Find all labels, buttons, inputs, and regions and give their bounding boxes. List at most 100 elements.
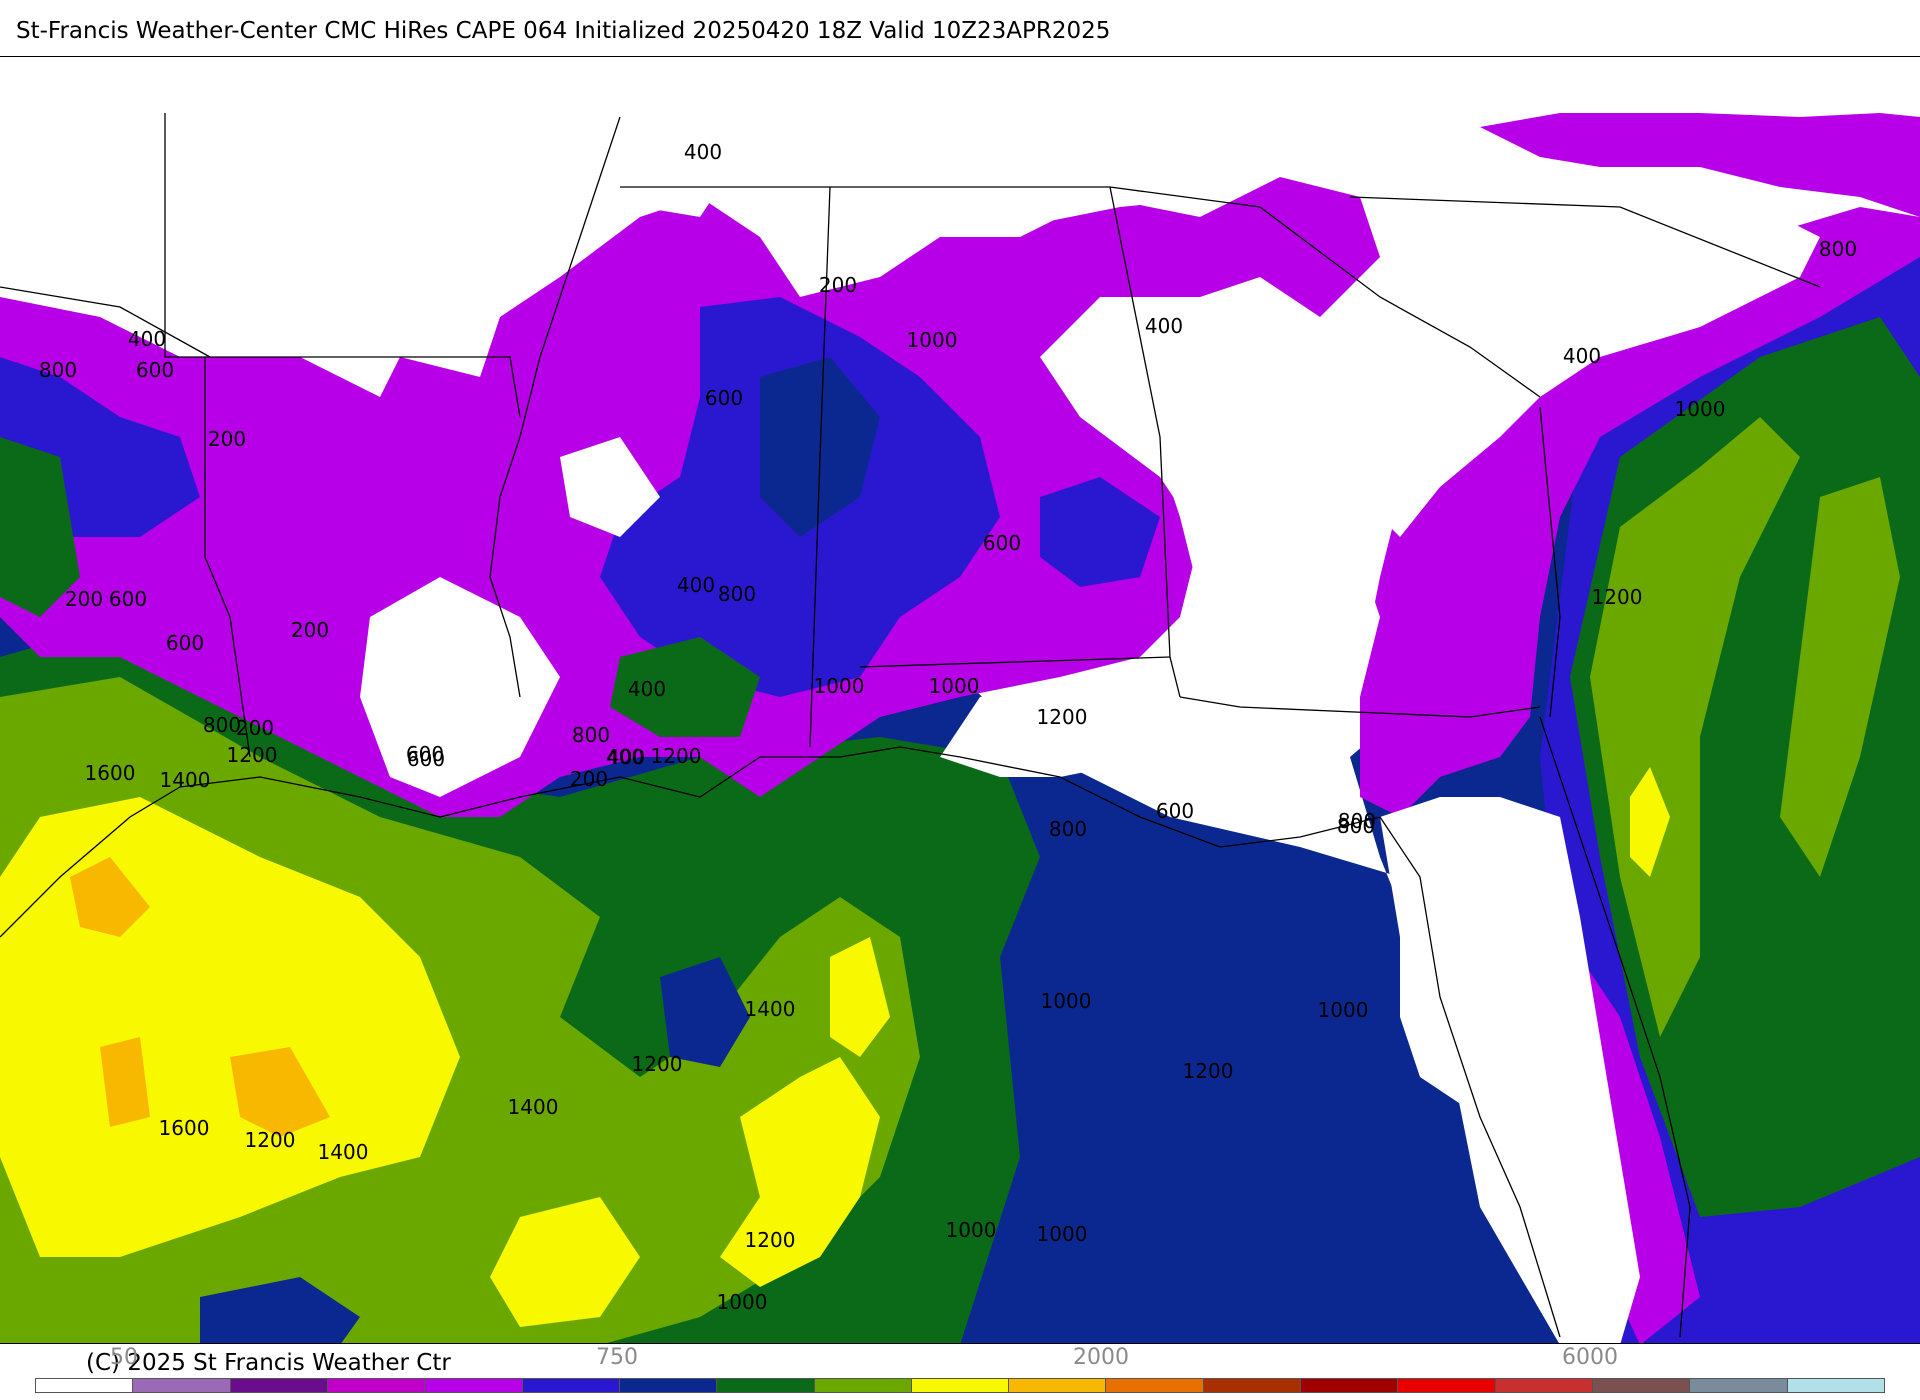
colorbar-tick-label: 6000 — [1562, 1345, 1618, 1370]
colorbar-tick-label: 2000 — [1073, 1345, 1129, 1370]
contour-label: 600 — [166, 631, 204, 655]
cape-fill-none-arkansas — [560, 437, 660, 537]
contour-label: 1000 — [1318, 998, 1369, 1022]
contour-label: 400 — [684, 140, 722, 164]
cape-fill-none-florida — [1380, 797, 1640, 1343]
contour-label: 200 — [236, 716, 274, 740]
cape-fill-atlantic-lightgreen — [1590, 417, 1800, 1037]
contour-label: 200 — [291, 618, 329, 642]
contour-label: 1000 — [907, 328, 958, 352]
colorbar-swatch — [1690, 1379, 1788, 1392]
colorbar-swatch — [1106, 1379, 1204, 1392]
contour-label: 400 — [1563, 344, 1601, 368]
state-border-line — [859, 656, 1171, 668]
map-title: St-Francis Weather-Center CMC HiRes CAPE… — [16, 18, 1111, 44]
contour-label: 200 — [65, 587, 103, 611]
cape-fill-yellow-central-2 — [490, 1197, 640, 1327]
state-border-line — [164, 113, 521, 418]
cape-fill-none-north — [0, 113, 740, 357]
coastline — [1379, 816, 1561, 1338]
state-border-line — [1109, 186, 1181, 698]
colorbar-swatch — [1203, 1379, 1302, 1392]
cape-fill-gulf-blue-2 — [200, 1277, 360, 1343]
contour-label: 1200 — [632, 1052, 683, 1076]
contour-label: 1000 — [1041, 989, 1092, 1013]
coastline — [0, 746, 1381, 938]
cape-fill-yellow-central-3 — [830, 937, 890, 1057]
contour-label: 200 — [819, 273, 857, 297]
contour-label: 1200 — [1037, 705, 1088, 729]
contour-label: 1000 — [814, 674, 865, 698]
state-borders — [0, 113, 1821, 1338]
contour-label: 400 — [1145, 314, 1183, 338]
colorbar-swatch — [1495, 1379, 1593, 1392]
state-border-line — [620, 186, 1261, 208]
contour-label: 800 — [1819, 237, 1857, 261]
state-border-line — [809, 186, 831, 748]
colorbar-swatch — [619, 1379, 718, 1392]
contour-label: 1000 — [1675, 397, 1726, 421]
contour-label: 1200 — [227, 743, 278, 767]
colorbar-swatch — [133, 1379, 231, 1392]
cape-fill-none-louisiana — [360, 577, 560, 797]
contour-label: 800 — [203, 713, 241, 737]
cape-map: 400 200 600 800 400 200 600 600 200 800 200 1000 100… — [0, 56, 1920, 1344]
contour-label: 200 — [208, 427, 246, 451]
contour-label: 1400 — [508, 1095, 559, 1119]
coastline — [1539, 716, 1691, 1338]
contour-label: 1400 — [745, 997, 796, 1021]
cape-fill-magenta-ne — [1480, 113, 1920, 217]
contour-label: 400 — [677, 573, 715, 597]
contour-label: 400 — [607, 745, 645, 769]
cape-fill-gulf-blue — [660, 957, 750, 1067]
contour-label: 400 — [128, 327, 166, 351]
colorbar-swatch — [911, 1379, 1010, 1392]
colorbar-swatch — [522, 1379, 620, 1392]
contour-label: 1200 — [245, 1128, 296, 1152]
contour-label: 1000 — [946, 1218, 997, 1242]
contour-label: 1200 — [1592, 585, 1643, 609]
state-border-line — [0, 286, 211, 358]
cape-fill-atlantic-lightgreen-2 — [1780, 477, 1900, 877]
colorbar-swatch — [717, 1379, 815, 1392]
cape-fill-none-carolina — [1360, 157, 1820, 537]
contour-label: 800 — [1049, 817, 1087, 841]
cape-fill-orange-west-2 — [230, 1047, 330, 1137]
contour-label: 800 — [718, 582, 756, 606]
copyright-text: (C) 2025 St Francis Weather Ctr — [86, 1350, 451, 1376]
contour-label: 1400 — [160, 768, 211, 792]
cape-fill-interior-blue-3 — [1040, 477, 1160, 587]
contour-label: 600 — [705, 386, 743, 410]
state-border-line — [204, 357, 251, 758]
contour-label: 1600 — [85, 761, 136, 785]
state-border-line — [1259, 206, 1541, 398]
contour-label: 1000 — [717, 1290, 768, 1314]
contour-label: 1000 — [929, 674, 980, 698]
contour-label: 600 — [136, 358, 174, 382]
contour-label: 600 — [406, 742, 444, 766]
state-border-line — [1539, 406, 1561, 718]
colorbar-swatch — [425, 1379, 523, 1392]
contour-label: 800 — [1337, 814, 1375, 838]
contour-label: 200 — [570, 767, 608, 791]
contour-label: 1400 — [318, 1140, 369, 1164]
state-border-line — [1179, 696, 1541, 718]
contour-label: 1600 — [159, 1116, 210, 1140]
cape-colorbar — [35, 1378, 1885, 1393]
contour-label: 1200 — [745, 1228, 796, 1252]
cape-fill-orange-west — [70, 857, 150, 937]
contour-label: 1000 — [1037, 1222, 1088, 1246]
contour-label: 400 — [628, 677, 666, 701]
cape-fill-atlantic-yellow — [1630, 767, 1670, 877]
contour-label: 600 — [407, 747, 445, 771]
contour-label: 800 — [572, 723, 610, 747]
cape-fill-interior-green — [610, 637, 760, 737]
colorbar-swatch — [1787, 1379, 1884, 1392]
contour-label: 800 — [39, 358, 77, 382]
cape-fill-none-north-east — [760, 113, 1480, 287]
colorbar-swatch — [36, 1379, 134, 1392]
contour-label: 400 — [606, 745, 644, 769]
contour-label: 1200 — [1183, 1059, 1234, 1083]
contour-label: 600 — [1156, 799, 1194, 823]
